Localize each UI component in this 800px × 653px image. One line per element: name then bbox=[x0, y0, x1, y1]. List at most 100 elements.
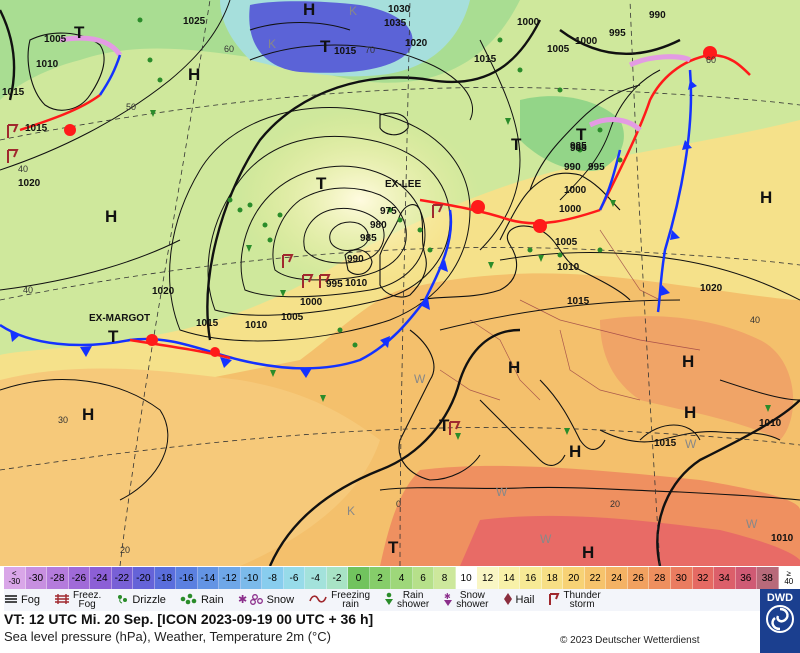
temperature-label: 40 bbox=[23, 285, 33, 295]
pressure-label: 1010 bbox=[345, 278, 368, 289]
scale-cell: -10 bbox=[240, 567, 263, 589]
copyright: © 2023 Deutscher Wetterdienst bbox=[560, 635, 700, 646]
legend-label: Freez. Fog bbox=[72, 590, 102, 610]
warm-label: W bbox=[496, 485, 508, 499]
pressure-label: 1020 bbox=[405, 38, 428, 49]
scale-cell: -22 bbox=[111, 567, 134, 589]
fog-icon bbox=[4, 593, 18, 607]
pressure-label: 1005 bbox=[547, 44, 570, 55]
scandinavia-green bbox=[520, 96, 624, 171]
pressure-label: 990 bbox=[564, 162, 581, 173]
legend-item-fog: Fog bbox=[4, 593, 40, 607]
cold-front-triangles bbox=[10, 260, 448, 378]
scale-cell: 0 bbox=[348, 567, 370, 589]
temperature-label: 40 bbox=[750, 315, 760, 325]
pressure-label: 1020 bbox=[152, 286, 175, 297]
pressure-label: 1000 bbox=[300, 297, 323, 308]
legend-item-snow-shower: ✱ Snow shower bbox=[443, 590, 489, 610]
warm-front-nw bbox=[19, 93, 101, 132]
scale-cell: -6 bbox=[283, 567, 306, 589]
warm-front-bump bbox=[146, 334, 158, 346]
pressure-label: 985 bbox=[570, 141, 587, 152]
pressure-label: 975 bbox=[380, 206, 397, 217]
scale-cell: 26 bbox=[627, 567, 650, 589]
scale-cell: 4 bbox=[391, 567, 413, 589]
scale-cell: -28 bbox=[47, 567, 69, 589]
pressure-label: 1015 bbox=[474, 54, 497, 65]
weather-legend: Fog Freez. Fog Drizzle Rain ✱ Snow Freezing rain… bbox=[4, 589, 760, 611]
legend-label: Snow bbox=[266, 594, 295, 606]
scale-cell: 36 bbox=[735, 567, 758, 589]
storm-name-margot: EX-MARGOT bbox=[89, 313, 150, 324]
warm-front-north bbox=[419, 198, 601, 225]
thunderstorm-icon bbox=[548, 592, 560, 608]
pressure-label: 1010 bbox=[771, 533, 794, 544]
temperature-label: 20 bbox=[120, 545, 130, 555]
fronts bbox=[0, 35, 751, 378]
legend-item-rain-shower: Rain shower bbox=[384, 590, 430, 610]
warm-front-bump bbox=[533, 219, 547, 233]
scale-cell: ≥40 bbox=[778, 567, 800, 589]
pressure-label: 1020 bbox=[700, 283, 723, 294]
high-label: H bbox=[582, 543, 594, 562]
warm-core bbox=[240, 110, 480, 290]
legend-label: Rain shower bbox=[397, 590, 430, 610]
country-borders bbox=[439, 229, 701, 401]
high-label: H bbox=[508, 358, 520, 377]
pressure-label: 1015 bbox=[567, 296, 590, 307]
scale-cell: -16 bbox=[176, 567, 198, 589]
pressure-label: 1000 bbox=[517, 17, 540, 28]
temperature-label: 50 bbox=[126, 102, 136, 112]
warm-front-bump bbox=[703, 46, 717, 60]
scale-cell: 32 bbox=[692, 567, 715, 589]
cold-label: K bbox=[268, 37, 276, 51]
warm-label: W bbox=[540, 532, 552, 546]
cold-front-east bbox=[656, 69, 693, 313]
freezing-rain-icon bbox=[308, 593, 328, 607]
snow-icon: ✱ bbox=[238, 593, 264, 607]
low-label: T bbox=[388, 538, 399, 557]
high-label: H bbox=[303, 0, 315, 19]
warm-front-west bbox=[129, 338, 231, 360]
drizzle-icon bbox=[115, 593, 129, 607]
pressure-label: 1000 bbox=[564, 185, 587, 196]
weather-map: 1025 1005 1010 1015 1030 1035 1015 1020 … bbox=[0, 0, 800, 566]
scale-cell: -26 bbox=[68, 567, 91, 589]
scale-cell: 30 bbox=[670, 567, 693, 589]
hail-icon bbox=[503, 592, 513, 608]
scale-cell: -30 bbox=[25, 567, 48, 589]
chart-subtitle: Sea level pressure (hPa), Weather, Tempe… bbox=[4, 629, 331, 644]
pressure-label: 1035 bbox=[384, 18, 407, 29]
temperature-label: 30 bbox=[58, 415, 68, 425]
pressure-label: 1015 bbox=[654, 438, 677, 449]
scale-cell: 2 bbox=[369, 567, 392, 589]
legend-label: Snow shower bbox=[456, 590, 489, 610]
temperature-label: 0 bbox=[396, 499, 401, 509]
latitude-labels: 60 70 50 40 40 30 20 0 20 60 40 bbox=[18, 44, 760, 555]
rain-shower-icon bbox=[384, 592, 394, 608]
legend-item-rain: Rain bbox=[180, 593, 224, 607]
pressure-label: 990 bbox=[347, 254, 364, 265]
high-label: H bbox=[188, 65, 200, 84]
warm-front-bump bbox=[64, 124, 76, 136]
scale-cell: 16 bbox=[520, 567, 542, 589]
scale-cell: 20 bbox=[563, 567, 585, 589]
legend-item-drizzle: Drizzle bbox=[115, 593, 166, 607]
scale-cell: -4 bbox=[305, 567, 327, 589]
legend-label: Thunder storm bbox=[563, 590, 601, 610]
scale-cell: -8 bbox=[262, 567, 284, 589]
warm-label: W bbox=[685, 437, 697, 451]
warm-front-east bbox=[598, 53, 751, 211]
cold-front-nw bbox=[98, 54, 122, 96]
cold-label: K bbox=[347, 504, 355, 518]
pressure-label: 995 bbox=[326, 279, 343, 290]
temperature-label: 20 bbox=[610, 499, 620, 509]
scale-cell: 6 bbox=[412, 567, 435, 589]
cold-front bbox=[0, 209, 453, 370]
dwd-logo: DWD bbox=[760, 589, 800, 653]
scale-cell: 8 bbox=[434, 567, 456, 589]
warm-front-bump bbox=[210, 347, 220, 357]
warm-front-bump bbox=[471, 200, 485, 214]
legend-item-thunderstorm: Thunder storm bbox=[548, 590, 601, 610]
pressure-label: 1015 bbox=[196, 318, 219, 329]
